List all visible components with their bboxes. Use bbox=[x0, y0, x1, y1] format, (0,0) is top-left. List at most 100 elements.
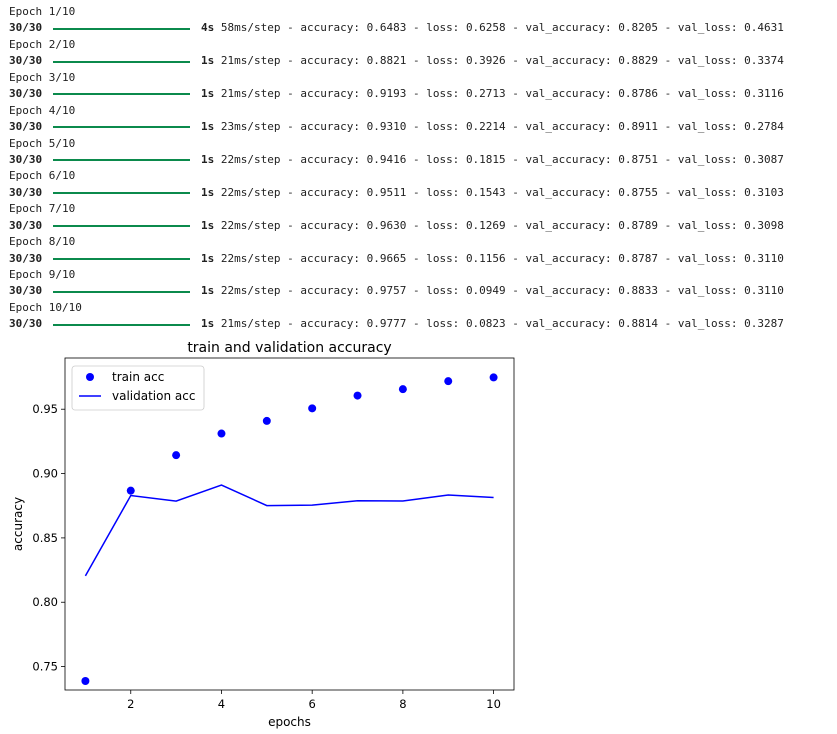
step-count: 30/30 bbox=[9, 152, 43, 166]
step-count: 30/30 bbox=[9, 317, 43, 331]
epoch-duration: 1s bbox=[201, 251, 215, 265]
x-tick-label: 10 bbox=[486, 697, 501, 711]
epoch-label: Epoch 5/10 bbox=[9, 136, 76, 150]
sep: - accuracy: bbox=[280, 284, 367, 298]
epoch-duration: 4s bbox=[201, 21, 215, 35]
val-accuracy-value: 0.8751 bbox=[618, 152, 659, 166]
loss-value: 0.6258 bbox=[465, 21, 506, 35]
sep: - loss: bbox=[406, 317, 466, 331]
sep: - val_accuracy: bbox=[505, 120, 619, 134]
train-acc-point bbox=[126, 486, 135, 495]
sep: - val_accuracy: bbox=[505, 54, 619, 68]
val-loss-value: 0.3098 bbox=[744, 218, 784, 232]
val-accuracy-value: 0.8911 bbox=[618, 120, 659, 134]
val-loss-value: 0.3116 bbox=[744, 87, 784, 101]
sep bbox=[214, 53, 221, 69]
sep: - val_loss: bbox=[658, 218, 745, 232]
accuracy-value: 0.6483 bbox=[366, 21, 407, 35]
y-axis-label: accuracy bbox=[11, 497, 25, 551]
loss-value: 0.1269 bbox=[465, 218, 506, 232]
train-acc-point bbox=[81, 676, 90, 685]
epoch-label: Epoch 9/10 bbox=[9, 268, 76, 281]
step-time: 22ms/step bbox=[220, 251, 281, 265]
sep: - val_accuracy: bbox=[505, 218, 619, 232]
sep: - val_loss: bbox=[658, 185, 745, 199]
sep: - accuracy: bbox=[280, 87, 367, 101]
val-loss-value: 0.4631 bbox=[744, 21, 784, 35]
step-time: 22ms/step bbox=[220, 218, 281, 232]
sep: - val_loss: bbox=[658, 87, 745, 101]
epoch-label: Epoch 4/10 bbox=[9, 103, 76, 117]
val-loss-value: 0.3287 bbox=[744, 317, 784, 331]
sep: - accuracy: bbox=[280, 251, 367, 265]
plot-frame bbox=[64, 357, 515, 691]
train-acc-point bbox=[398, 385, 407, 394]
sep: - accuracy: bbox=[280, 218, 367, 232]
progress-bar bbox=[53, 290, 190, 293]
sep bbox=[214, 86, 221, 102]
x-tick-label: 4 bbox=[218, 697, 225, 711]
epoch-duration: 1s bbox=[201, 152, 215, 166]
epoch-label: Epoch 1/10 bbox=[9, 5, 76, 18]
sep: - accuracy: bbox=[280, 120, 367, 134]
sep bbox=[214, 20, 221, 36]
chart-title: train and validation accuracy bbox=[187, 340, 391, 356]
step-count: 30/30 bbox=[9, 54, 43, 68]
sep: - accuracy: bbox=[280, 21, 367, 35]
sep bbox=[214, 152, 221, 168]
progress-bar bbox=[53, 60, 190, 63]
accuracy-value: 0.9511 bbox=[366, 185, 407, 199]
train-acc-point bbox=[444, 377, 453, 386]
val-loss-value: 0.3103 bbox=[744, 185, 784, 199]
step-time: 21ms/step bbox=[220, 317, 281, 331]
sep: - accuracy: bbox=[280, 54, 367, 68]
sep bbox=[214, 218, 221, 234]
loss-value: 0.1543 bbox=[465, 185, 506, 199]
sep: - loss: bbox=[406, 21, 466, 35]
epoch-duration: 1s bbox=[201, 54, 215, 68]
val-accuracy-value: 0.8786 bbox=[618, 87, 659, 101]
step-count: 30/30 bbox=[9, 120, 43, 134]
sep: - val_loss: bbox=[658, 120, 745, 134]
loss-value: 0.2713 bbox=[465, 87, 506, 101]
y-tick-label: 0.90 bbox=[32, 467, 58, 481]
y-tick-label: 0.80 bbox=[32, 595, 58, 609]
sep: - loss: bbox=[406, 152, 466, 166]
epoch-progress-line: 30/30 4s 58ms/step - accuracy: 0.6483 - l… bbox=[9, 20, 784, 36]
epoch-label: Epoch 2/10 bbox=[9, 37, 76, 51]
loss-value: 0.1156 bbox=[465, 251, 506, 265]
train-acc-point bbox=[353, 391, 362, 400]
sep: - val_accuracy: bbox=[505, 87, 619, 101]
val-loss-value: 0.3374 bbox=[744, 54, 784, 68]
train-acc-point bbox=[217, 429, 226, 438]
loss-value: 0.2214 bbox=[465, 120, 506, 134]
accuracy-value: 0.9416 bbox=[366, 152, 407, 166]
epoch-label: Epoch 3/10 bbox=[9, 70, 76, 84]
sep: - val_loss: bbox=[658, 152, 745, 166]
train-acc-point bbox=[262, 416, 271, 425]
accuracy-value: 0.9193 bbox=[366, 87, 407, 101]
sep: - loss: bbox=[406, 120, 466, 134]
x-tick-label: 6 bbox=[309, 697, 316, 711]
epoch-progress-line: 30/30 1s 22ms/step - accuracy: 0.9511 - l… bbox=[9, 185, 784, 201]
epoch-label: Epoch 10/10 bbox=[9, 300, 82, 314]
sep: - loss: bbox=[406, 251, 466, 265]
step-time: 22ms/step bbox=[220, 284, 281, 298]
epoch-duration: 1s bbox=[201, 120, 215, 134]
progress-bar bbox=[53, 93, 190, 96]
val-accuracy-value: 0.8787 bbox=[618, 251, 659, 265]
training-log: Epoch 1/10 30/30 4s 58ms/step - accuracy: … bbox=[9, 4, 784, 333]
step-count: 30/30 bbox=[9, 185, 43, 199]
sep: - val_loss: bbox=[658, 251, 745, 265]
legend-train-marker bbox=[86, 373, 94, 381]
epoch-duration: 1s bbox=[201, 317, 215, 331]
sep: - val_loss: bbox=[658, 284, 745, 298]
sep: - val_loss: bbox=[658, 54, 745, 68]
progress-bar bbox=[53, 159, 190, 162]
train-acc-point bbox=[308, 404, 317, 413]
epoch-progress-line: 30/30 1s 21ms/step - accuracy: 0.9777 - l… bbox=[9, 316, 784, 332]
x-tick-label: 8 bbox=[399, 697, 406, 711]
progress-bar bbox=[53, 323, 190, 326]
val-loss-value: 0.3087 bbox=[744, 152, 784, 166]
val-loss-value: 0.3110 bbox=[744, 251, 784, 265]
